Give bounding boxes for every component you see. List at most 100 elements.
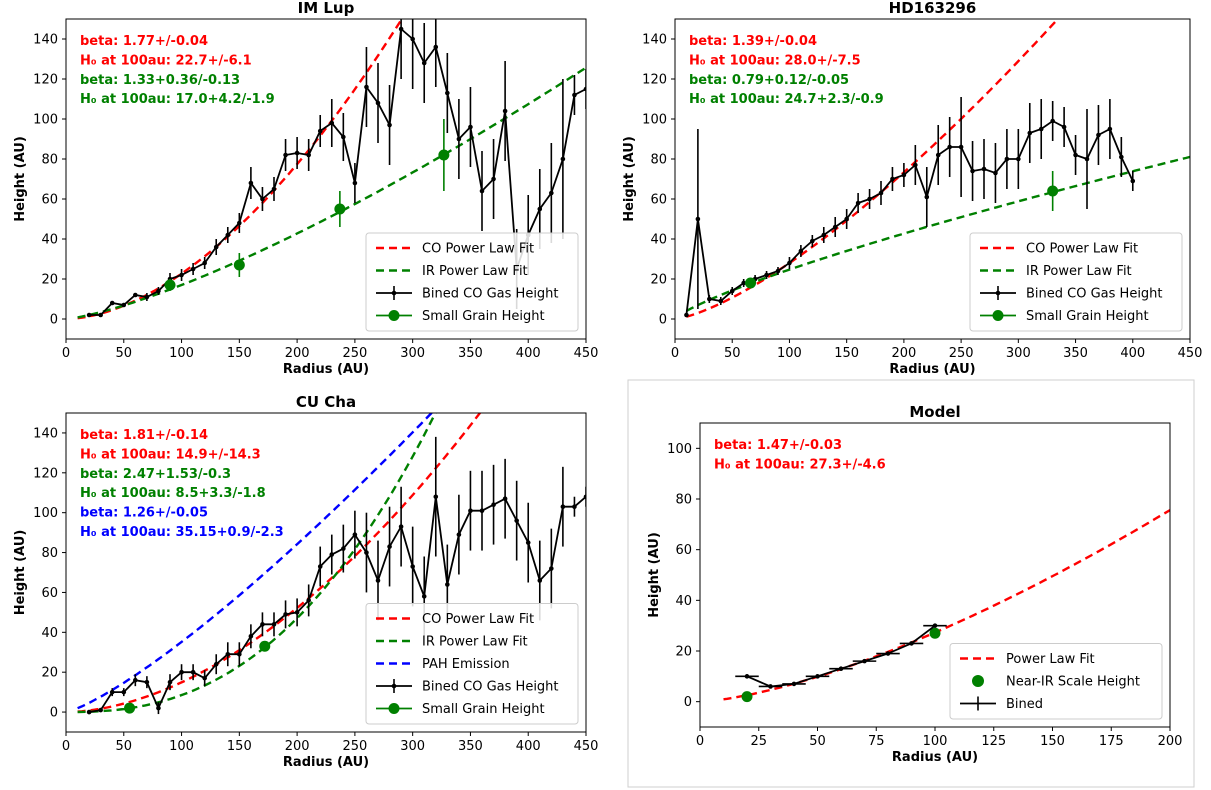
data-point xyxy=(502,496,508,502)
data-point xyxy=(468,124,473,130)
series-bined-co-gas-height-line xyxy=(685,119,1134,316)
y-tick-label: 140 xyxy=(33,33,58,48)
data-point xyxy=(156,705,161,711)
data-point xyxy=(260,196,265,202)
y-tick-label: 60 xyxy=(650,193,667,208)
data-point xyxy=(901,172,907,178)
data-point xyxy=(832,224,838,230)
y-tick-label: 80 xyxy=(41,153,58,168)
data-point xyxy=(684,312,689,318)
annotation-text: beta: 1.81+/-0.14 xyxy=(80,428,208,443)
x-tick-label: 300 xyxy=(400,739,425,754)
y-tick-label: 60 xyxy=(41,586,58,601)
x-axis-label: Radius (AU) xyxy=(283,755,369,770)
data-point xyxy=(844,216,849,222)
legend: CO Power Law Fit IR Power Law Fit PAH Emis… xyxy=(365,603,579,725)
x-tick-label: 400 xyxy=(516,346,541,361)
legend-label: Small Grain Height xyxy=(1026,309,1149,324)
data-point xyxy=(929,627,941,639)
data-point xyxy=(718,298,724,304)
data-point xyxy=(86,312,92,318)
data-point xyxy=(237,651,242,657)
data-point xyxy=(179,669,184,675)
y-axis-label: Height (AU) xyxy=(13,530,28,616)
annotation-text: beta: 1.26+/-0.05 xyxy=(80,506,208,521)
legend-handle xyxy=(391,683,397,689)
data-point xyxy=(958,144,964,150)
panel-frame xyxy=(627,379,1195,788)
chart-panel-3: CU Cha 0 50 100 150 200 250 300 350 400 450 0 20 40 60… xyxy=(13,393,598,770)
x-tick-label: 450 xyxy=(574,346,599,361)
y-tick-label: 100 xyxy=(33,506,58,521)
data-point xyxy=(890,176,895,182)
y-tick-label: 80 xyxy=(675,493,692,508)
data-point xyxy=(421,60,427,66)
data-point xyxy=(341,546,346,551)
data-point xyxy=(729,288,735,294)
data-point xyxy=(1107,126,1113,132)
legend-label: CO Power Law Fit xyxy=(422,612,534,627)
data-point xyxy=(329,120,335,126)
annotation-text: H₀ at 100au: 24.7+2.3/-0.9 xyxy=(689,92,884,107)
data-point xyxy=(375,578,381,583)
data-point xyxy=(202,675,207,681)
y-tick-label: 100 xyxy=(33,113,58,128)
data-point xyxy=(445,90,450,96)
x-tick-label: 100 xyxy=(923,734,948,749)
data-point xyxy=(144,679,150,685)
data-point xyxy=(744,674,750,679)
data-point xyxy=(410,564,415,569)
axes-frame xyxy=(674,18,1191,340)
data-point xyxy=(317,128,323,134)
data-point xyxy=(1084,156,1090,162)
data-point xyxy=(798,248,804,254)
data-point xyxy=(1073,152,1078,158)
data-point xyxy=(225,232,231,238)
data-point xyxy=(1038,126,1044,132)
x-tick-label: 250 xyxy=(949,346,974,361)
series-bined-line xyxy=(746,624,936,688)
data-point xyxy=(445,582,450,587)
annotation-text: beta: 1.77+/-0.04 xyxy=(80,34,208,49)
legend-label: Near-IR Scale Height xyxy=(1006,675,1140,690)
annotation-text: H₀ at 100au: 14.9+/-14.3 xyxy=(80,447,261,462)
x-tick-label: 0 xyxy=(671,346,679,361)
data-layer xyxy=(723,509,1170,703)
data-point xyxy=(341,134,346,140)
annotation-text: beta: 2.47+1.53/-0.3 xyxy=(80,467,231,482)
data-point xyxy=(233,259,245,271)
data-point xyxy=(909,641,914,646)
data-point xyxy=(98,312,103,318)
legend-label: Bined CO Gas Height xyxy=(422,680,559,695)
legend: Power Law Fit Near-IR Scale Height Bined xyxy=(949,643,1163,720)
x-tick-label: 450 xyxy=(1178,346,1203,361)
y-tick-label: 20 xyxy=(650,273,667,288)
data-point xyxy=(121,302,127,308)
data-point xyxy=(932,623,938,628)
data-point xyxy=(306,152,311,158)
data-point xyxy=(1004,156,1010,162)
legend: CO Power Law Fit IR Power Law Fit Bined CO… xyxy=(365,232,579,332)
x-tick-label: 400 xyxy=(1120,346,1145,361)
legend-box xyxy=(365,603,579,725)
data-point xyxy=(583,86,586,92)
legend-box xyxy=(969,232,1183,332)
data-point xyxy=(121,689,127,695)
data-point xyxy=(862,658,867,664)
y-tick-label: 20 xyxy=(41,273,58,288)
data-point xyxy=(398,26,404,32)
x-tick-label: 0 xyxy=(696,734,704,749)
y-tick-label: 40 xyxy=(650,233,667,248)
y-tick-label: 120 xyxy=(642,73,667,88)
x-tick-label: 50 xyxy=(116,739,133,754)
data-point xyxy=(775,268,781,274)
data-point xyxy=(329,552,335,557)
x-tick-label: 125 xyxy=(981,734,1006,749)
data-point xyxy=(791,681,797,687)
legend-label: IR Power Law Fit xyxy=(1026,264,1132,279)
legend-handle xyxy=(388,703,400,714)
y-tick-label: 40 xyxy=(41,233,58,248)
x-axis-label: Radius (AU) xyxy=(892,750,978,765)
y-tick-label: 20 xyxy=(41,666,58,681)
data-point xyxy=(317,564,323,569)
